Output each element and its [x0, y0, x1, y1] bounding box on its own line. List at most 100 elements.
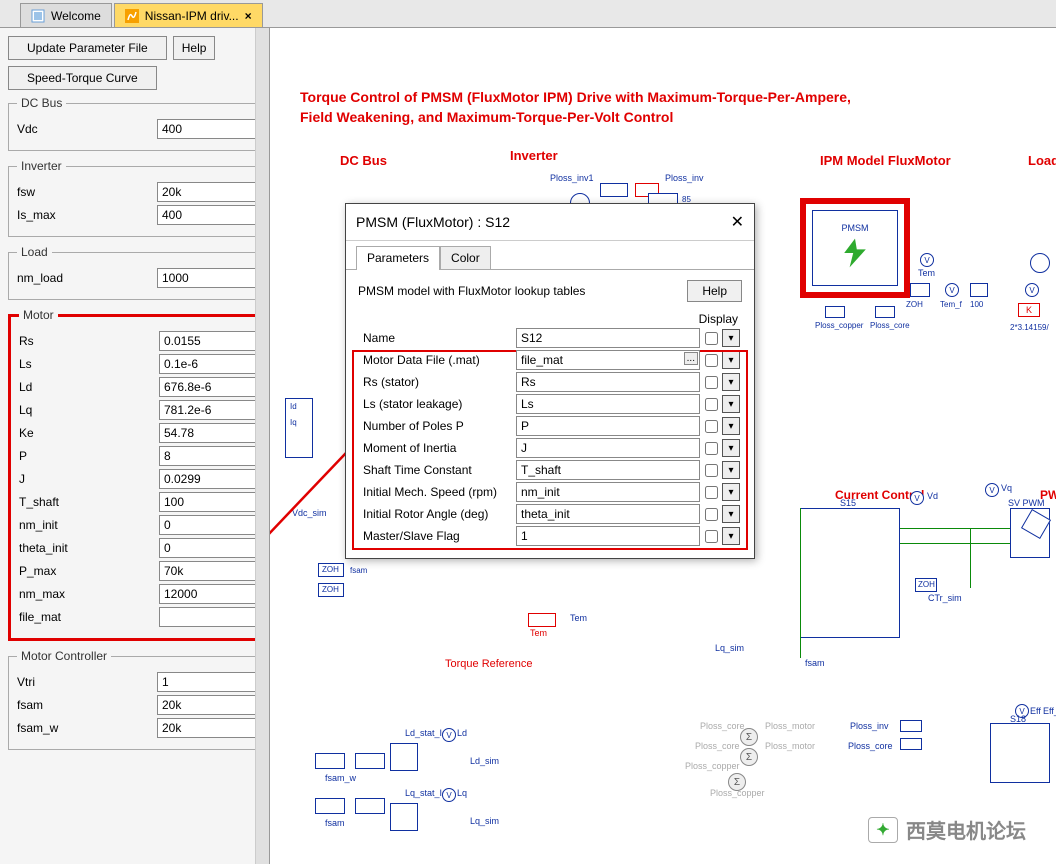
dropdown-icon[interactable]: ▾	[722, 483, 740, 501]
block-small[interactable]	[825, 306, 845, 318]
dlg-param-input[interactable]	[516, 416, 700, 436]
dlg-param-input[interactable]	[516, 372, 700, 392]
display-checkbox[interactable]	[705, 376, 718, 389]
display-checkbox[interactable]	[705, 332, 718, 345]
dialog-description: PMSM model with FluxMotor lookup tables	[358, 284, 585, 298]
eff-block[interactable]	[990, 723, 1050, 783]
probe[interactable]: V	[920, 253, 934, 267]
display-checkbox[interactable]	[705, 398, 718, 411]
motor-nm_max-input[interactable]	[159, 584, 270, 604]
display-checkbox[interactable]	[705, 354, 718, 367]
motor-Ls-input[interactable]	[159, 354, 270, 374]
dropdown-icon[interactable]: ▾	[722, 329, 740, 347]
probe[interactable]: V	[442, 788, 456, 802]
motor-theta_init-input[interactable]	[159, 538, 270, 558]
dropdown-icon[interactable]: ▾	[722, 395, 740, 413]
probe[interactable]: V	[945, 283, 959, 297]
ctrl-fsam_w-input[interactable]	[157, 718, 270, 738]
browse-button[interactable]: ...	[684, 352, 698, 365]
block-small[interactable]	[355, 798, 385, 814]
sum-node[interactable]: Σ	[740, 748, 758, 766]
nmload-input[interactable]	[157, 268, 270, 288]
dropdown-icon[interactable]: ▾	[722, 505, 740, 523]
dialog-tab-parameters[interactable]: Parameters	[356, 246, 440, 270]
motor-Rs-input[interactable]	[159, 331, 270, 351]
block-small[interactable]	[528, 613, 556, 627]
block-small[interactable]	[315, 753, 345, 769]
ctrl-fsam-input[interactable]	[157, 695, 270, 715]
scrollbar[interactable]	[255, 28, 269, 864]
dialog-help-button[interactable]: Help	[687, 280, 742, 302]
dropdown-icon[interactable]: ▾	[722, 351, 740, 369]
close-icon[interactable]: ✕	[731, 212, 744, 232]
label-lq: Lq	[457, 788, 467, 798]
ipm-model-block[interactable]: PMSM	[800, 198, 910, 298]
dlg-param-input[interactable]	[516, 482, 700, 502]
section-label-inverter: Inverter	[510, 148, 558, 163]
motor-J-input[interactable]	[159, 469, 270, 489]
dropdown-icon[interactable]: ▾	[722, 417, 740, 435]
display-checkbox[interactable]	[705, 442, 718, 455]
motor-P-input[interactable]	[159, 446, 270, 466]
block-small[interactable]	[315, 798, 345, 814]
block-small[interactable]	[600, 183, 628, 197]
display-checkbox[interactable]	[705, 464, 718, 477]
dialog-tab-color[interactable]: Color	[440, 246, 491, 270]
probe[interactable]: V	[1025, 283, 1039, 297]
dlg-param-input[interactable]	[516, 504, 700, 524]
label-tem: Tem	[918, 268, 935, 278]
load-block[interactable]	[1030, 253, 1050, 273]
ismax-input[interactable]	[157, 205, 270, 225]
label-pcore: Ploss_core	[695, 741, 740, 751]
block-small[interactable]	[970, 283, 988, 297]
section-label-torqueref: Torque Reference	[445, 658, 532, 670]
motor-P_max-input[interactable]	[159, 561, 270, 581]
fsw-input[interactable]	[157, 182, 270, 202]
dlg-param-input[interactable]	[516, 526, 700, 546]
motor-file_mat-input[interactable]	[159, 607, 270, 627]
probe[interactable]: V	[910, 491, 924, 505]
display-checkbox[interactable]	[705, 530, 718, 543]
dropdown-icon[interactable]: ▾	[722, 439, 740, 457]
help-button[interactable]: Help	[173, 36, 216, 60]
dlg-param-input[interactable]	[516, 394, 700, 414]
dlg-param-label: Number of Poles P	[358, 418, 516, 434]
dlg-param-input[interactable]	[516, 438, 700, 458]
ctrl-Vtri-input[interactable]	[157, 672, 270, 692]
probe[interactable]: V	[985, 483, 999, 497]
update-param-button[interactable]: Update Parameter File	[8, 36, 167, 60]
dlg-param-input[interactable]	[516, 460, 700, 480]
schematic-canvas[interactable]: Torque Control of PMSM (FluxMotor IPM) D…	[270, 28, 1056, 864]
motor-Ke-input[interactable]	[159, 423, 270, 443]
schematic-title: Torque Control of PMSM (FluxMotor IPM) D…	[300, 88, 851, 127]
block-small[interactable]	[900, 738, 922, 750]
motor-nm_init-input[interactable]	[159, 515, 270, 535]
close-icon[interactable]: ×	[245, 9, 252, 23]
display-checkbox[interactable]	[705, 508, 718, 521]
dlg-param-input[interactable]	[516, 350, 700, 370]
group-legend: Motor	[19, 308, 58, 322]
dlg-param-input[interactable]	[516, 328, 700, 348]
display-checkbox[interactable]	[705, 486, 718, 499]
block-small[interactable]	[875, 306, 895, 318]
block-small[interactable]	[910, 283, 930, 297]
current-control-block[interactable]	[800, 508, 900, 638]
dropdown-icon[interactable]: ▾	[722, 527, 740, 545]
tab-nissan-ipm[interactable]: Nissan-IPM driv... ×	[114, 3, 263, 27]
block-small[interactable]	[900, 720, 922, 732]
lut-block[interactable]	[390, 743, 418, 771]
motor-Lq-input[interactable]	[159, 400, 270, 420]
sum-node[interactable]: Σ	[740, 728, 758, 746]
speed-torque-button[interactable]: Speed-Torque Curve	[8, 66, 157, 90]
sum-node[interactable]: Σ	[728, 773, 746, 791]
probe[interactable]: V	[442, 728, 456, 742]
lut-block[interactable]	[390, 803, 418, 831]
motor-T_shaft-input[interactable]	[159, 492, 270, 512]
motor-Ld-input[interactable]	[159, 377, 270, 397]
block-small[interactable]	[355, 753, 385, 769]
vdc-input[interactable]	[157, 119, 270, 139]
dropdown-icon[interactable]: ▾	[722, 373, 740, 391]
display-checkbox[interactable]	[705, 420, 718, 433]
dropdown-icon[interactable]: ▾	[722, 461, 740, 479]
tab-welcome[interactable]: Welcome	[20, 3, 112, 27]
